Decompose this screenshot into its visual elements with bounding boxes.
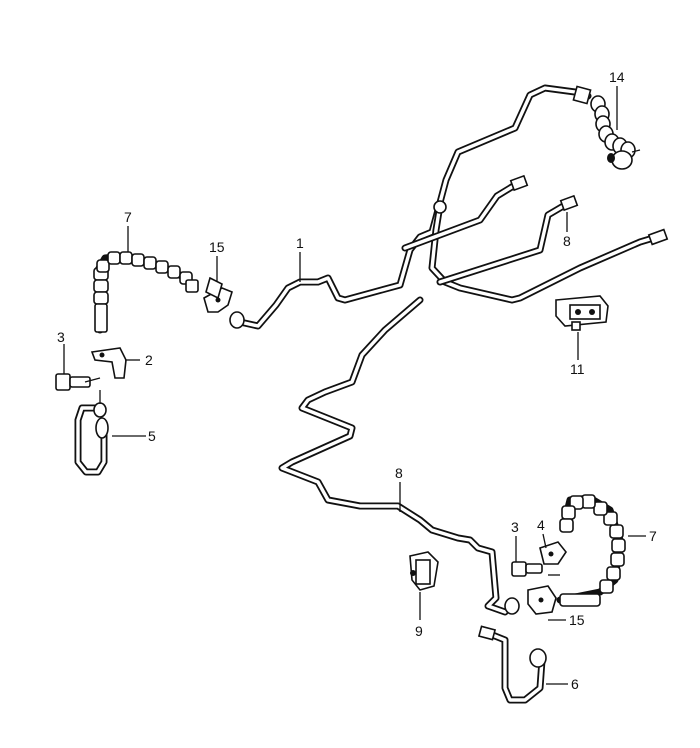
bracket-2 (90, 347, 127, 379)
clip-15-bottom (527, 585, 557, 615)
callout-14: 14 (609, 69, 625, 85)
callout-15-bottom: 15 (569, 612, 585, 628)
callout-7-top: 7 (124, 209, 132, 225)
bolt-3-left (55, 373, 91, 391)
callout-1: 1 (296, 235, 304, 251)
callout-3-left: 3 (57, 329, 65, 345)
callout-9: 9 (415, 623, 423, 639)
brake-pipe-6 (486, 630, 546, 704)
callout-15-top: 15 (209, 239, 225, 255)
callout-labels: 14 7 15 1 8 3 2 11 5 8 3 4 7 9 15 6 (57, 69, 657, 692)
callout-6: 6 (571, 676, 579, 692)
bracket-9 (409, 551, 439, 591)
callout-3-right: 3 (511, 519, 519, 535)
pipe-end-fittings (93, 174, 669, 668)
brake-pipe-8 (278, 296, 509, 616)
callout-4: 4 (537, 517, 545, 533)
leader-lines (63, 86, 646, 685)
clip-4 (539, 541, 567, 565)
callout-2: 2 (145, 352, 153, 368)
clip-15-top (203, 276, 233, 313)
callout-7-right: 7 (649, 528, 657, 544)
callout-8-mid: 8 (395, 465, 403, 481)
bracket-11 (555, 295, 609, 331)
callout-5: 5 (148, 428, 156, 444)
callout-11: 11 (570, 361, 585, 377)
callout-8-top: 8 (563, 233, 571, 249)
brake-pipes (74, 84, 664, 704)
brake-hose-7-right (556, 494, 626, 607)
bolt-3-right (511, 561, 543, 577)
brake-hose-14 (572, 85, 641, 170)
brake-hose-7-left (93, 251, 199, 334)
